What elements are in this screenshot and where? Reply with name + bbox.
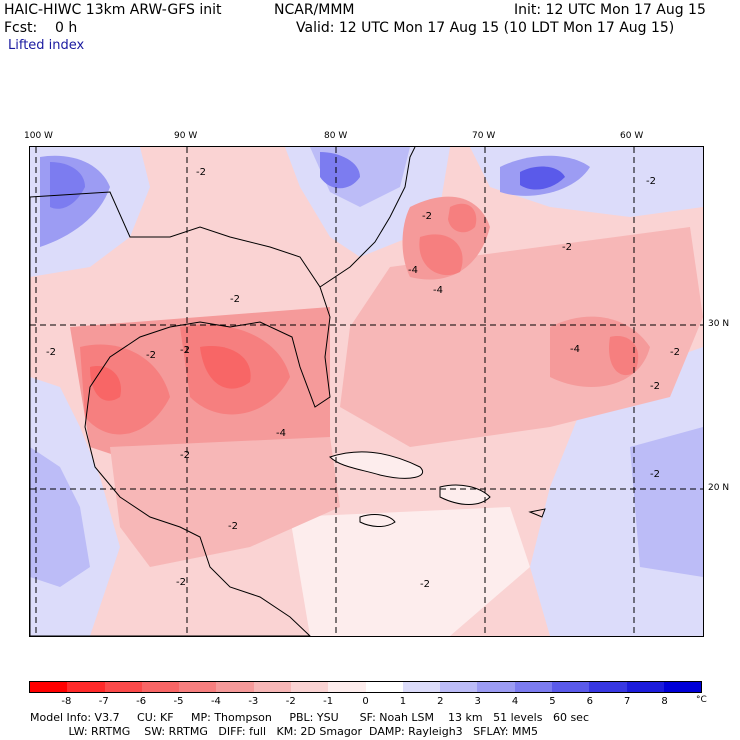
colorbar-tick-label: -6 xyxy=(136,696,147,707)
colorbar-tick-label: -1 xyxy=(323,696,334,707)
contour-label: -2 xyxy=(180,345,190,356)
colorbar-tick-label: -2 xyxy=(285,696,296,707)
colorbar-tick-label: 1 xyxy=(399,696,407,707)
colorbar-swatch xyxy=(328,682,366,692)
contour-label: -2 xyxy=(670,347,680,358)
contour-label: -2 xyxy=(650,469,660,480)
model-info-line2: LW: RRTMG SW: RRTMG DIFF: full KM: 2D Sm… xyxy=(30,725,538,738)
contour-label: -2 xyxy=(562,242,572,253)
colorbar-tick-label: -7 xyxy=(98,696,109,707)
org-title: NCAR/MMM xyxy=(274,2,355,18)
colorbar-tick-label: 2 xyxy=(437,696,444,707)
colorbar-swatch xyxy=(216,682,254,692)
colorbar-swatch xyxy=(290,682,329,692)
field-name: Lifted index xyxy=(8,38,85,53)
contour-label: -2 xyxy=(180,450,190,461)
contour-label: -2 xyxy=(196,167,206,178)
colorbar-swatch xyxy=(477,682,515,692)
colorbar-swatch xyxy=(589,682,627,692)
contour-label: -4 xyxy=(276,428,286,439)
colorbar-swatch xyxy=(179,682,217,692)
lon-label: 70 W xyxy=(472,131,496,141)
contour-label: -2 xyxy=(650,381,660,392)
colorbar-swatch xyxy=(30,682,68,692)
init-time: Init: 12 UTC Mon 17 Aug 15 xyxy=(514,2,706,18)
forecast-hour: Fcst: 0 h xyxy=(4,20,78,36)
colorbar-swatch xyxy=(253,682,291,692)
colorbar-swatch xyxy=(626,682,664,692)
map-svg: -2 -2 -2 -4 -4 -2 -2 -2 -4 -2 -2 -2 -2 -… xyxy=(30,147,703,636)
colorbar xyxy=(29,681,702,693)
colorbar-tick-label: -3 xyxy=(248,696,259,707)
colorbar-tick-label: 6 xyxy=(586,696,594,707)
contour-label: -4 xyxy=(433,285,443,296)
colorbar-swatch xyxy=(440,682,478,692)
contour-label: -2 xyxy=(646,176,656,187)
contour-label: -4 xyxy=(570,344,580,355)
colorbar-swatch xyxy=(402,682,441,692)
colorbar-swatch xyxy=(551,682,590,692)
lifted-index-map: -2 -2 -2 -4 -4 -2 -2 -2 -4 -2 -2 -2 -2 -… xyxy=(29,146,704,637)
colorbar-tick-label: 3 xyxy=(474,696,481,707)
colorbar-tick-label: 4 xyxy=(511,696,519,707)
contour-label: -2 xyxy=(422,211,432,222)
colorbar-tick-label: 5 xyxy=(549,696,556,707)
contour-label: -2 xyxy=(46,347,56,358)
lon-label: 90 W xyxy=(174,131,198,141)
colorbar-tick-label: -4 xyxy=(210,696,221,707)
lat-label: 30 N xyxy=(708,319,730,329)
lon-label: 80 W xyxy=(324,131,348,141)
colorbar-tick-label: 7 xyxy=(624,696,631,707)
colorbar-swatch xyxy=(67,682,105,692)
model-title: HAIC-HIWC 13km ARW-GFS init xyxy=(4,2,222,18)
colorbar-swatch xyxy=(663,682,702,692)
colorbar-tick-label: 0 xyxy=(362,696,369,707)
lon-label: 60 W xyxy=(620,131,644,141)
contour-label: -2 xyxy=(146,350,156,361)
model-info-line1: Model Info: V3.7 CU: KF MP: Thompson PBL… xyxy=(30,711,590,724)
lat-label: 20 N xyxy=(708,483,730,493)
colorbar-swatch xyxy=(104,682,142,692)
colorbar-tick-label: 8 xyxy=(661,696,668,707)
colorbar-tick-label: -8 xyxy=(61,696,72,707)
contour-label: -2 xyxy=(228,521,238,532)
valid-time: Valid: 12 UTC Mon 17 Aug 15 (10 LDT Mon … xyxy=(296,20,675,36)
colorbar-tick-label: -5 xyxy=(173,696,184,707)
colorbar-unit: °C xyxy=(696,695,707,705)
contour-label: -2 xyxy=(420,579,430,590)
contour-label: -4 xyxy=(408,265,418,276)
lon-label: 100 W xyxy=(24,131,53,141)
contour-label: -2 xyxy=(176,577,186,588)
colorbar-swatch xyxy=(514,682,552,692)
contour-label: -2 xyxy=(230,294,240,305)
colorbar-swatch xyxy=(365,682,403,692)
colorbar-swatch xyxy=(141,682,180,692)
